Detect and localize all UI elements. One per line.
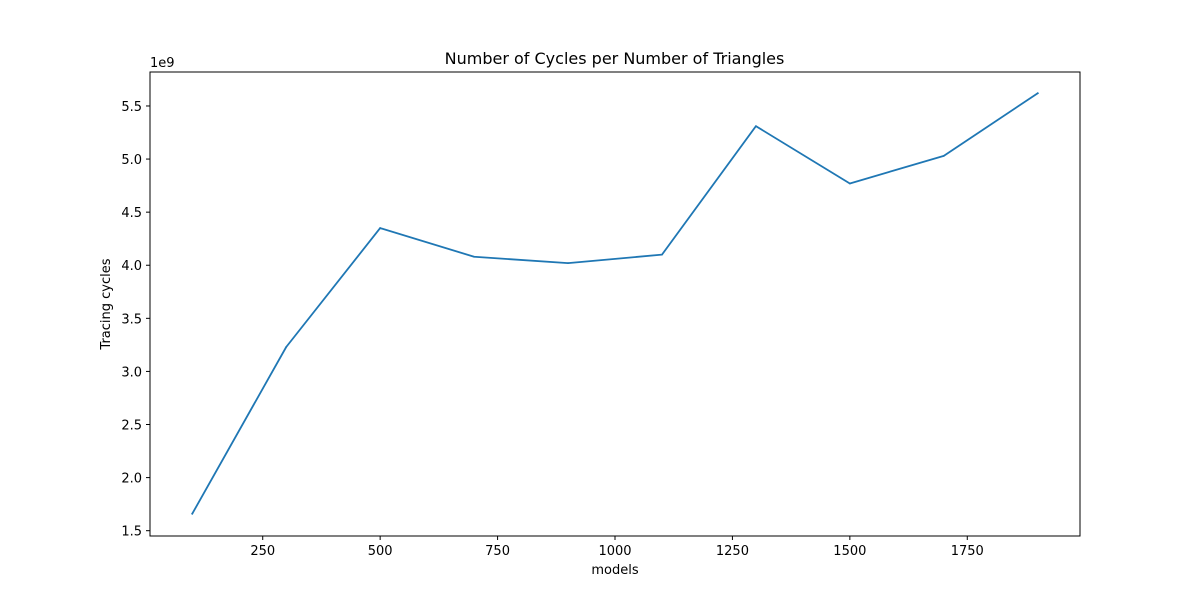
x-tick-label: 1500 — [833, 544, 866, 559]
plot-area-frame — [149, 71, 1081, 537]
y-tick-label: 5.0 — [121, 153, 142, 168]
x-axis: 250 500 750 1000 1250 1500 1750 — [250, 536, 984, 559]
x-tick-label: 250 — [250, 544, 275, 559]
y-axis: 1.5 2.0 2.5 3.0 3.5 4.0 4.5 5.0 5.5 — [121, 100, 150, 540]
y-axis-label: Tracing cycles — [99, 258, 114, 350]
data-point — [285, 346, 288, 348]
data-point — [661, 253, 663, 256]
y-tick-label: 4.5 — [121, 206, 142, 221]
x-axis-label: models — [591, 563, 638, 578]
x-tick-label: 1250 — [716, 544, 749, 559]
y-tick-label: 3.5 — [121, 312, 142, 327]
y-tick-label: 3.0 — [121, 365, 142, 380]
y-axis-offset-label: 1e9 — [150, 56, 175, 71]
x-tick-label: 1000 — [598, 544, 631, 559]
data-point — [755, 125, 757, 128]
data-point — [942, 154, 945, 157]
chart-title: Number of Cycles per Number of Triangles — [445, 49, 785, 68]
y-tick-label: 2.5 — [121, 419, 142, 434]
data-point — [1036, 92, 1039, 95]
series-layer — [191, 91, 1039, 515]
x-tick-label: 1750 — [951, 544, 984, 559]
y-tick-label: 5.5 — [121, 100, 142, 115]
y-tick-label: 1.5 — [121, 525, 142, 540]
data-point — [473, 255, 475, 258]
x-tick-label: 500 — [368, 544, 393, 559]
data-point — [191, 512, 194, 515]
x-tick-label: 750 — [485, 544, 510, 559]
data-point — [567, 262, 569, 265]
data-point — [379, 227, 382, 229]
y-tick-label: 2.0 — [121, 472, 142, 487]
y-tick-label: 4.0 — [121, 259, 142, 274]
data-point — [848, 182, 851, 185]
series-line — [191, 91, 1039, 515]
